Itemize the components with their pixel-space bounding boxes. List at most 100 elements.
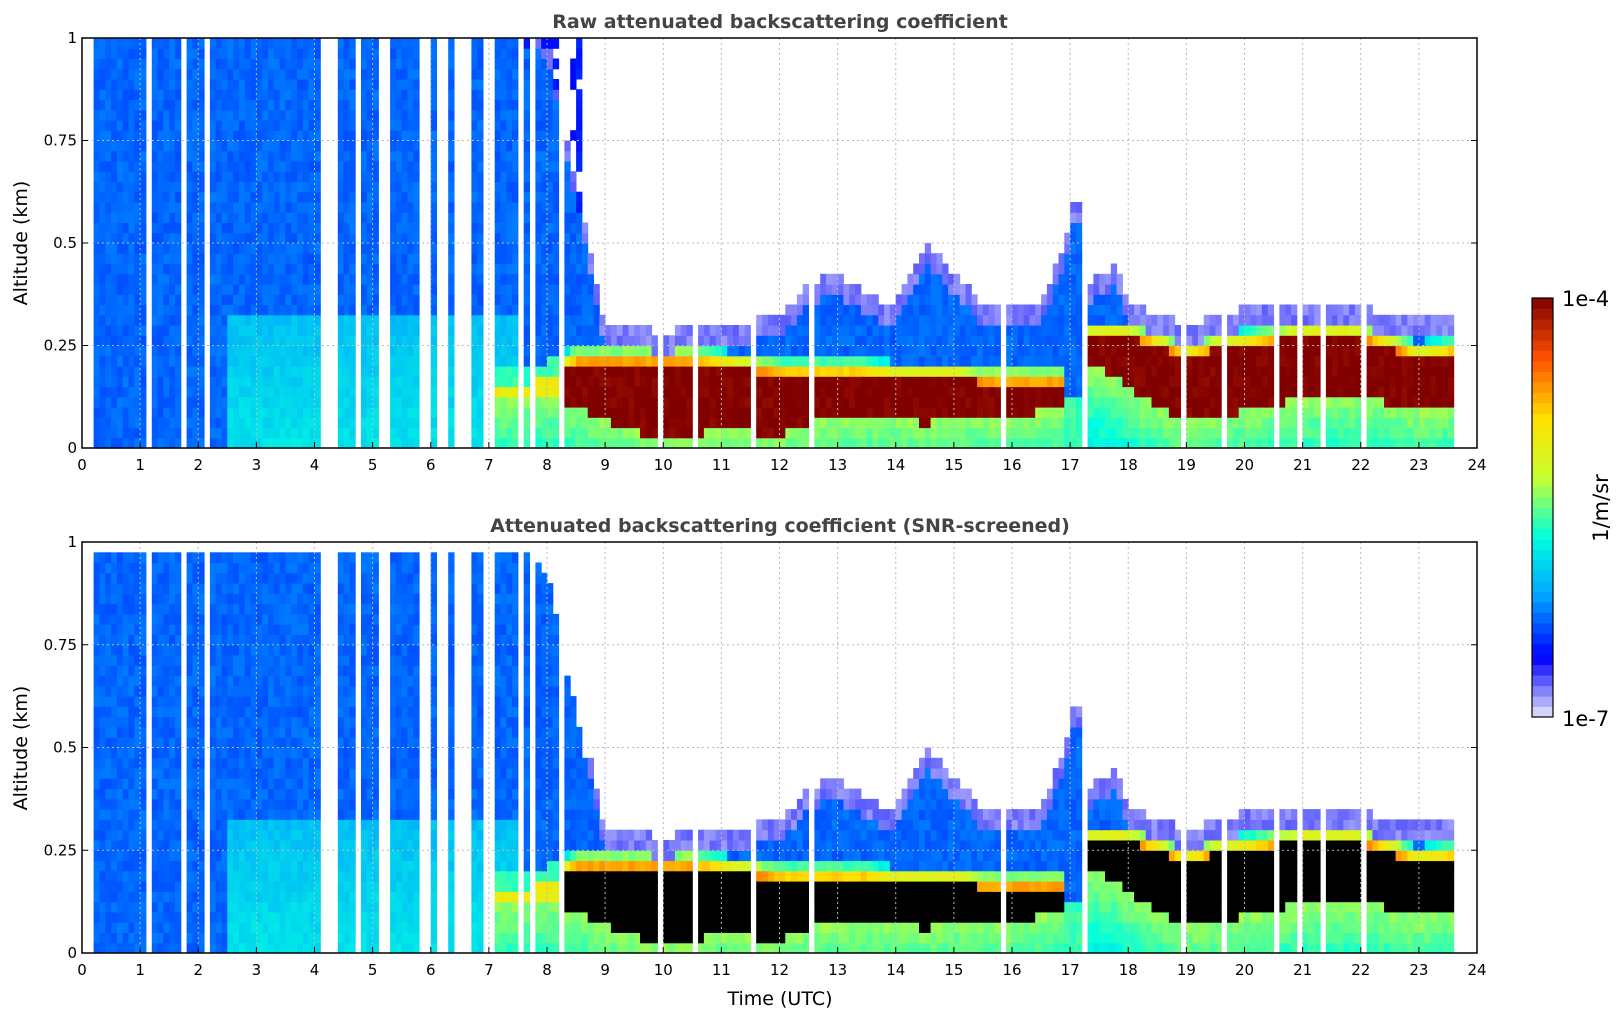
heatmap-cell — [1314, 407, 1321, 418]
heatmap-cell — [93, 222, 100, 234]
heatmap-cell — [733, 376, 740, 388]
heatmap-cell — [105, 696, 112, 707]
heatmap-cell — [151, 850, 159, 862]
heatmap-cell — [773, 407, 780, 418]
heatmap-cell — [93, 386, 100, 398]
heatmap-cell — [366, 243, 374, 254]
plot1-heatmap: 0 1 2 3 4 5 6 7 8 9 10 11 12 13 14 15 16 17 18 19 20 21 22 23 24… — [44, 29, 1487, 474]
heatmap-cell — [111, 922, 118, 933]
heatmap-cell — [512, 345, 519, 357]
heatmap-cell — [552, 120, 560, 131]
heatmap-cell — [186, 109, 193, 121]
heatmap-cell — [1052, 366, 1059, 377]
heatmap-cell — [500, 314, 507, 326]
heatmap-cell — [477, 89, 484, 100]
heatmap-cell — [198, 437, 205, 449]
heatmap-cell — [1366, 335, 1373, 347]
heatmap-cell — [302, 355, 310, 367]
heatmap-cell — [337, 243, 345, 254]
heatmap-cell — [93, 366, 100, 377]
heatmap-cell — [262, 191, 269, 203]
heatmap-cell — [192, 284, 199, 295]
heatmap-cell — [198, 58, 205, 70]
heatmap-cell — [616, 396, 623, 408]
heatmap-cell — [238, 191, 246, 203]
heatmap-cell — [285, 263, 292, 275]
heatmap-cell — [1325, 386, 1333, 398]
heatmap-cell — [111, 140, 118, 152]
heatmap-cell — [134, 99, 141, 111]
heatmap-cell — [390, 222, 397, 234]
heatmap-cell — [256, 273, 263, 285]
heatmap-cell — [605, 396, 612, 408]
heatmap-cell — [1029, 314, 1036, 326]
heatmap-cell — [512, 48, 519, 59]
heatmap-cell — [337, 191, 345, 203]
heatmap-cell — [244, 161, 252, 172]
y-tick-label: 1 — [67, 29, 77, 47]
heatmap-cell — [500, 222, 507, 234]
heatmap-cell — [1227, 355, 1234, 367]
heatmap-cell — [791, 314, 798, 326]
heatmap-cell — [831, 396, 839, 408]
heatmap-cell — [401, 314, 408, 326]
heatmap-cell — [395, 38, 403, 49]
heatmap-cell — [413, 232, 420, 244]
heatmap-cell — [535, 325, 542, 336]
heatmap-cell — [744, 427, 751, 439]
heatmap-cell — [337, 58, 345, 70]
heatmap-cell — [506, 38, 513, 49]
heatmap-cell — [1052, 284, 1059, 295]
heatmap-cell — [279, 79, 286, 90]
heatmap-cell — [349, 79, 356, 90]
heatmap-cell — [1354, 335, 1362, 347]
heatmap-cell — [413, 222, 420, 234]
heatmap-cell — [994, 314, 1001, 326]
heatmap-cell — [268, 150, 275, 162]
heatmap-cell — [99, 386, 106, 398]
heatmap-cell — [895, 417, 902, 429]
heatmap-cell — [1023, 396, 1030, 408]
heatmap-cell — [122, 222, 129, 234]
heatmap-cell — [564, 325, 571, 336]
heatmap-cell — [308, 376, 315, 388]
heatmap-cell — [285, 437, 292, 449]
heatmap-cell — [820, 355, 827, 367]
heatmap-cell — [151, 655, 159, 666]
heatmap-cell — [1064, 407, 1071, 418]
heatmap-cell — [111, 263, 118, 275]
heatmap-cell — [122, 634, 129, 646]
heatmap-cell — [268, 130, 275, 141]
heatmap-cell — [547, 79, 554, 90]
heatmap-cell — [831, 427, 839, 439]
heatmap-cell — [1023, 366, 1030, 377]
heatmap-cell — [1041, 366, 1048, 377]
heatmap-cell — [122, 768, 129, 779]
heatmap-cell — [297, 437, 304, 449]
heatmap-cell — [523, 376, 530, 388]
heatmap-cell — [1110, 345, 1118, 357]
heatmap-cell — [1401, 325, 1408, 336]
heatmap-cell — [640, 386, 647, 398]
heatmap-cell — [477, 304, 484, 316]
heatmap-cell — [1122, 396, 1129, 408]
heatmap-cell — [878, 345, 885, 357]
heatmap-cell — [570, 58, 577, 70]
heatmap-cell — [140, 655, 147, 666]
heatmap-cell — [1331, 304, 1338, 316]
heatmap-cell — [140, 891, 147, 903]
heatmap-cell — [250, 130, 257, 141]
heatmap-cell — [134, 150, 141, 162]
heatmap-cell — [122, 819, 129, 831]
heatmap-cell — [140, 613, 147, 625]
heatmap-cell — [1064, 366, 1071, 377]
heatmap-cell — [244, 253, 252, 264]
heatmap-cell — [395, 89, 403, 100]
heatmap-cell — [587, 366, 594, 377]
heatmap-cell — [1349, 376, 1356, 388]
heatmap-cell — [99, 181, 106, 193]
heatmap-cell — [1105, 427, 1112, 439]
heatmap-cell — [1418, 325, 1426, 336]
heatmap-cell — [390, 417, 397, 429]
heatmap-cell — [535, 355, 542, 367]
